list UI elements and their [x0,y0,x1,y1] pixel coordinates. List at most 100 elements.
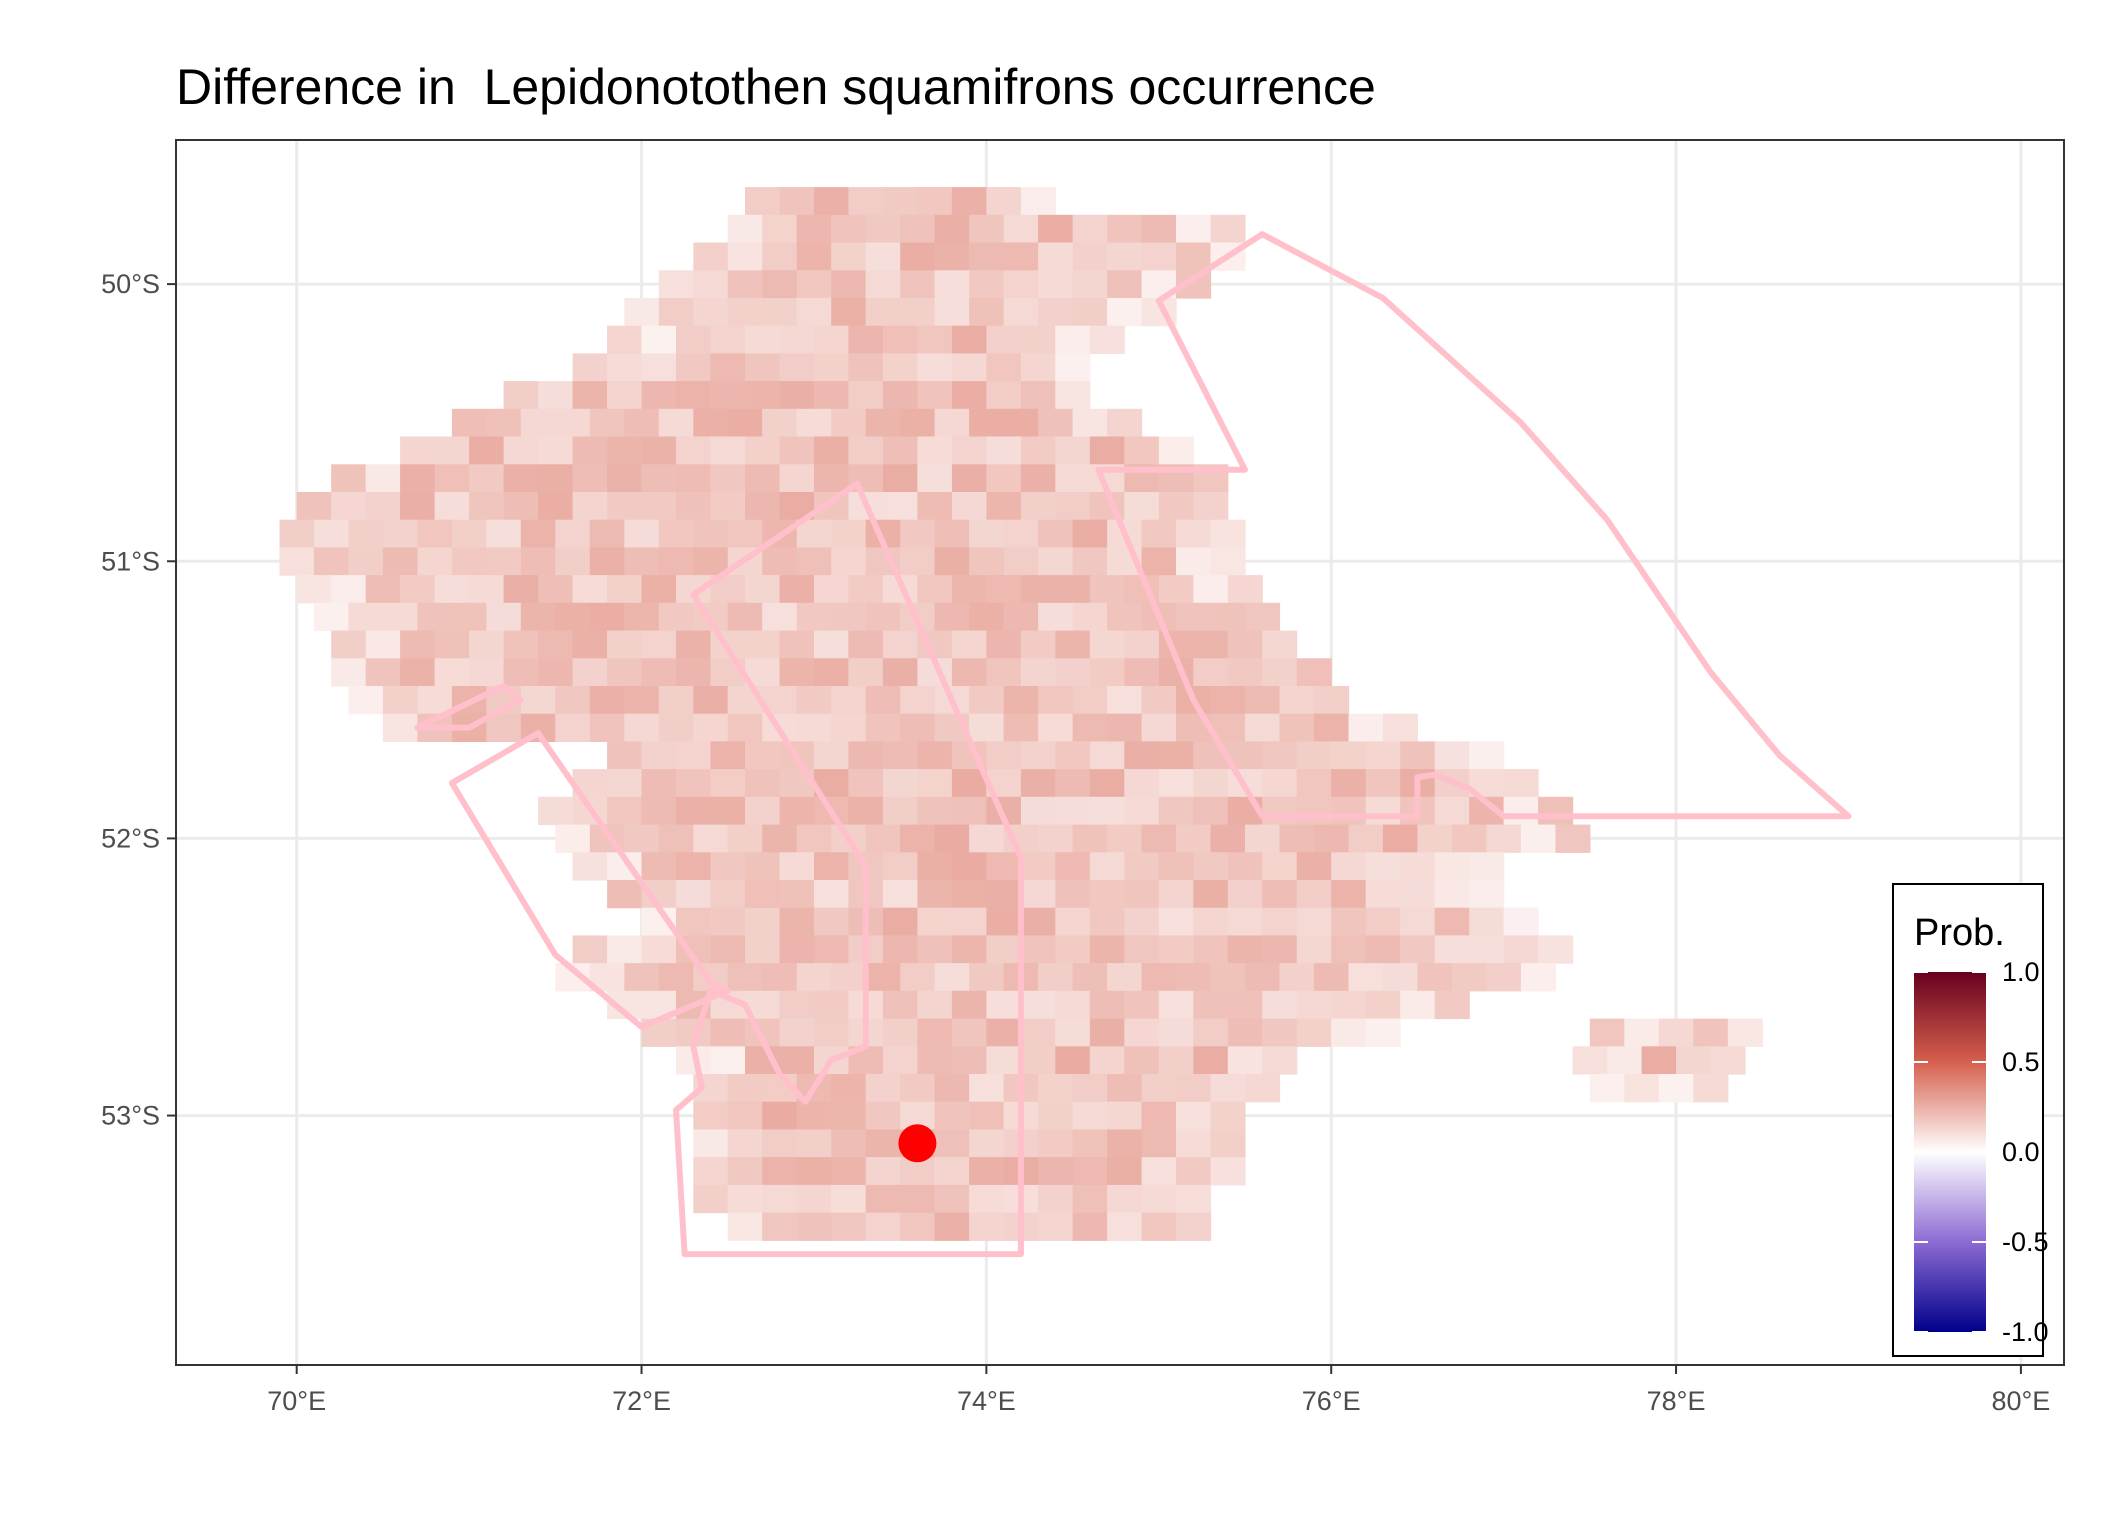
raster-cell [1589,1074,1625,1103]
raster-cell [1141,547,1177,576]
raster-cell [1072,1129,1108,1158]
raster-cell [503,436,539,465]
raster-cell [1089,658,1125,687]
raster-cell [745,880,781,909]
y-tick-label: 51°S [101,546,160,576]
raster-cell [1089,990,1125,1020]
raster-cell [900,686,936,715]
raster-cell [900,547,936,576]
legend-label: -1.0 [2002,1317,2049,1347]
raster-cell [882,492,918,521]
raster-cell [727,1129,763,1158]
raster-cell [814,353,850,382]
raster-cell [1055,769,1091,798]
raster-cell [1020,852,1056,881]
raster-cell [1589,1018,1625,1047]
raster-cell [693,1129,729,1158]
raster-cell [865,963,901,992]
raster-cell [607,575,643,604]
raster-cell [1055,1018,1091,1047]
management-boundaries [414,231,1852,1258]
raster-cell [1210,1074,1246,1103]
raster-cell [331,575,367,604]
legend-label: 0.0 [2002,1137,2040,1167]
raster-cell [1020,769,1056,798]
raster-cell [1365,935,1401,964]
raster-cell [917,796,953,826]
raster-cell [1296,907,1332,936]
raster-cell [400,630,436,659]
raster-cell [1072,1212,1108,1241]
raster-cell [934,408,970,438]
x-tick-label: 78°E [1647,1386,1706,1416]
raster-cell [710,492,746,521]
raster-cell [1089,769,1125,798]
raster-cell [400,436,436,465]
raster-cell [572,575,608,604]
raster-cell [917,187,953,216]
raster-cell [607,741,643,770]
raster-cell [1055,935,1091,964]
raster-cell [727,824,763,853]
raster-cell [1193,658,1229,687]
raster-cell [1434,935,1470,964]
raster-cell [934,519,970,548]
raster-cell [1038,214,1074,244]
raster-cell [1038,713,1074,742]
raster-cell [676,464,712,493]
raster-cell [486,602,522,632]
raster-cell [710,436,746,465]
raster-cell [555,519,591,548]
raster-cell [727,519,763,548]
raster-cell [1296,796,1332,826]
raster-cell [469,436,505,465]
raster-cell [796,1101,832,1130]
raster-cell [589,602,625,632]
raster-cell [1262,1046,1298,1075]
raster-cell [762,1101,798,1130]
raster-cell [831,298,867,327]
raster-cell [934,547,970,576]
raster-cell [1124,880,1160,909]
raster-cell [727,1101,763,1130]
raster-cell [486,408,522,438]
raster-cell [1089,1018,1125,1047]
raster-cell [589,547,625,576]
raster-cell [641,492,677,521]
raster-cell [624,963,660,992]
raster-cell [555,408,591,438]
raster-cell [1193,492,1229,521]
raster-cell [658,408,694,438]
raster-cell [1451,963,1487,992]
raster-cell [1020,741,1056,770]
raster-cell [348,519,384,548]
raster-cell [624,298,660,327]
raster-cell [1038,1212,1074,1241]
raster-cell [934,1184,970,1214]
raster-cell [607,353,643,382]
x-tick-label: 74°E [957,1386,1016,1416]
raster-cell [1107,1129,1143,1158]
raster-cell [882,935,918,964]
raster-cell [624,824,660,853]
raster-cell [572,658,608,687]
raster-cell [779,1046,815,1075]
raster-cell [1141,1074,1177,1103]
raster-cell [900,519,936,548]
raster-cell [1314,713,1350,742]
raster-cell [434,492,470,521]
raster-cell [969,547,1005,576]
raster-cell [1107,963,1143,992]
raster-cell [658,824,694,853]
raster-cell [762,1129,798,1158]
raster-cell [1055,492,1091,521]
raster-cell [693,270,729,299]
raster-cell [641,464,677,493]
raster-cell [1227,880,1263,909]
raster-cell [745,935,781,964]
raster-cell [624,519,660,548]
raster-cell [1193,852,1229,881]
raster-cell [1038,824,1074,853]
raster-cell [1124,990,1160,1020]
raster-cell [1365,852,1401,881]
